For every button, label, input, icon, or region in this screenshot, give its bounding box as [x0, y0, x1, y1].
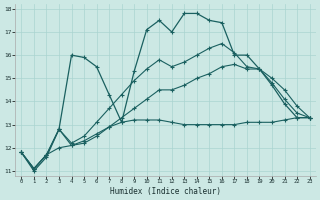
X-axis label: Humidex (Indice chaleur): Humidex (Indice chaleur)	[110, 187, 221, 196]
